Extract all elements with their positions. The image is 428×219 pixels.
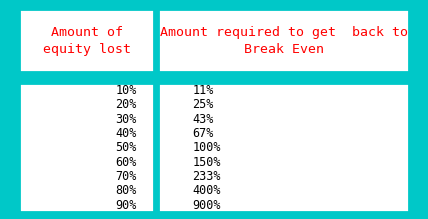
Text: 20%: 20% [116, 98, 137, 111]
Text: 80%: 80% [116, 184, 137, 197]
Text: 233%: 233% [193, 170, 221, 183]
FancyBboxPatch shape [19, 83, 154, 212]
Text: Amount required to get  back to
Break Even: Amount required to get back to Break Eve… [160, 26, 407, 55]
Text: 30%: 30% [116, 113, 137, 126]
Text: 25%: 25% [193, 98, 214, 111]
Text: 60%: 60% [116, 156, 137, 169]
Text: 50%: 50% [116, 141, 137, 154]
Text: 67%: 67% [193, 127, 214, 140]
Text: 40%: 40% [116, 127, 137, 140]
Text: 900%: 900% [193, 199, 221, 212]
Text: 11%: 11% [193, 84, 214, 97]
Text: 400%: 400% [193, 184, 221, 197]
FancyBboxPatch shape [158, 83, 409, 212]
Text: 100%: 100% [193, 141, 221, 154]
Text: 150%: 150% [193, 156, 221, 169]
FancyBboxPatch shape [19, 9, 154, 72]
Text: 90%: 90% [116, 199, 137, 212]
FancyBboxPatch shape [158, 9, 409, 72]
Text: 10%: 10% [116, 84, 137, 97]
Text: 70%: 70% [116, 170, 137, 183]
Text: 43%: 43% [193, 113, 214, 126]
Text: Amount of
equity lost: Amount of equity lost [43, 26, 131, 55]
